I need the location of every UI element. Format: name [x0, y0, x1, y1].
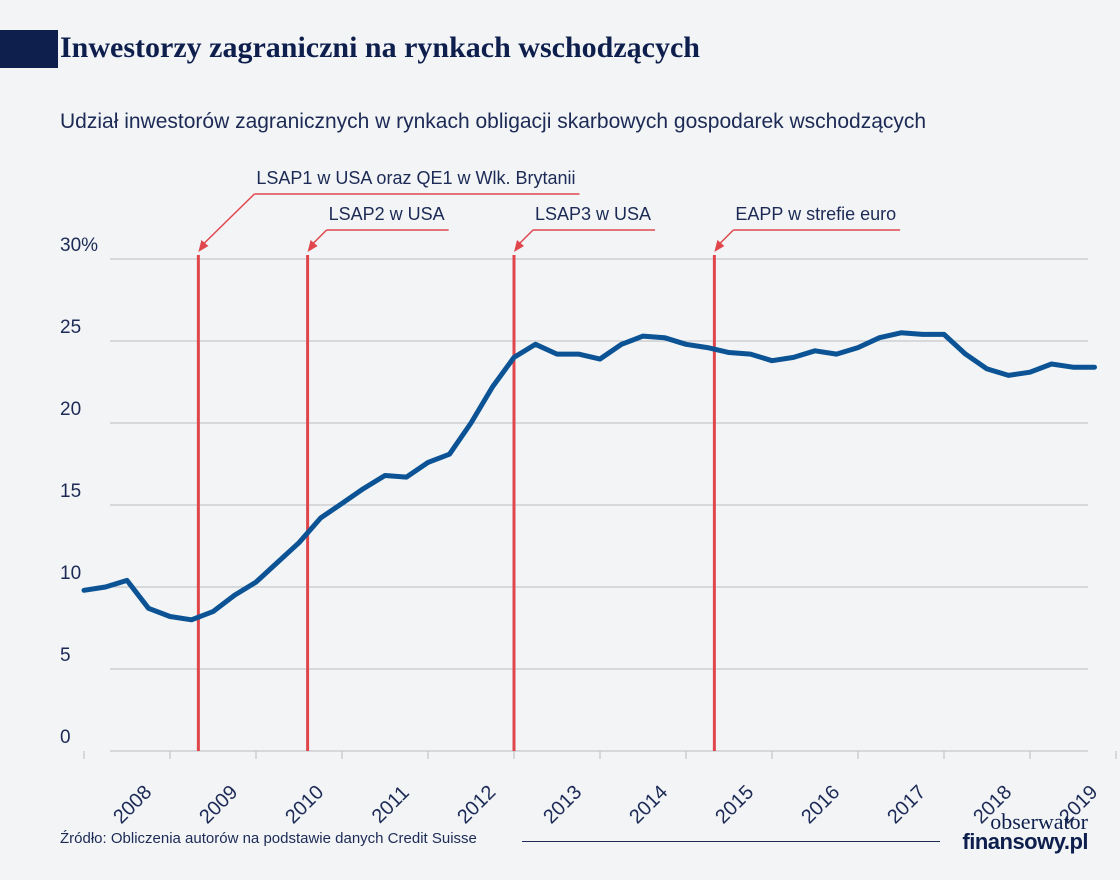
x-tick-label: 2014: [625, 781, 672, 828]
y-tick-label: 25: [60, 317, 81, 338]
y-tick-label: 30%: [60, 235, 98, 256]
event-label: LSAP3 w USA: [535, 204, 651, 224]
logo-bottom-text: finansowy.pl: [962, 829, 1088, 854]
chart-title: Inwestorzy zagraniczni na rynkach wschod…: [60, 31, 700, 64]
logo-top-text: obserwator: [990, 809, 1088, 834]
y-tick-label: 0: [60, 727, 71, 748]
event-arrowhead: [514, 240, 524, 252]
x-tick-label: 2008: [109, 781, 156, 828]
event-label: LSAP2 w USA: [329, 204, 445, 224]
event-arrowhead: [714, 240, 725, 252]
event-arrowhead: [307, 240, 318, 252]
x-tick-label: 2013: [539, 781, 586, 828]
event-label: EAPP w strefie euro: [735, 204, 896, 224]
x-tick-label: 2017: [883, 781, 930, 828]
x-tick-label: 2012: [453, 781, 500, 828]
event-label: LSAP1 w USA oraz QE1 w Wlk. Brytanii: [256, 168, 575, 188]
x-tick-label: 2010: [281, 781, 328, 828]
series-line: [81, 330, 1097, 623]
y-tick-label: 15: [60, 481, 81, 502]
event-arrowhead: [198, 240, 209, 252]
publisher-logo: obserwator finansowy.pl: [948, 809, 1088, 854]
chart-subtitle: Udział inwestorów zagranicznych w rynkac…: [60, 110, 927, 133]
x-tick-label: 2011: [368, 782, 414, 828]
title-accent-bar: [0, 30, 58, 68]
y-tick-label: 20: [60, 399, 81, 420]
y-tick-label: 10: [60, 563, 81, 584]
x-tick-label: 2016: [797, 781, 844, 828]
source-note: Źródło: Obliczenia autorów na podstawie …: [60, 830, 477, 847]
event-pointer: [200, 193, 255, 247]
source-divider: [522, 841, 940, 842]
x-tick-label: 2015: [711, 781, 758, 828]
y-tick-label: 5: [60, 645, 71, 666]
x-tick-label: 2009: [195, 781, 242, 828]
